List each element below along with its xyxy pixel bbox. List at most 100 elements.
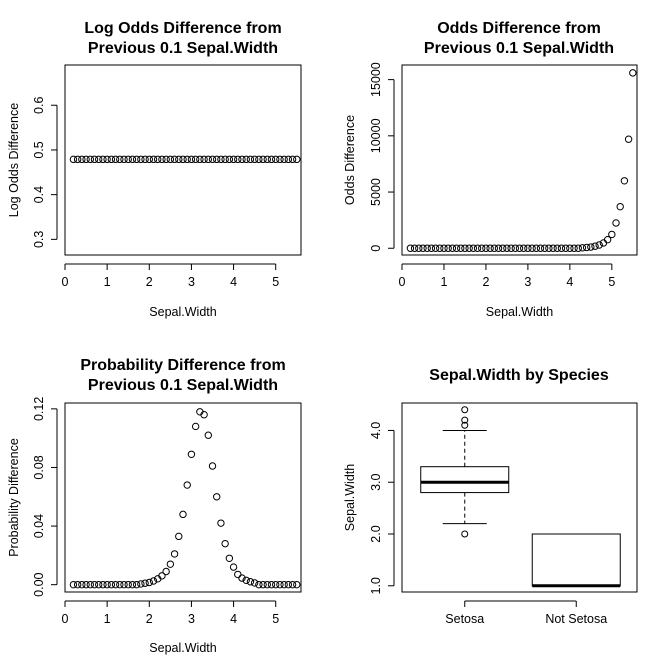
- x-tick-label: 5: [608, 275, 615, 289]
- data-point: [490, 244, 499, 252]
- data-point: [234, 155, 242, 164]
- data-point: [158, 155, 166, 164]
- x-tick-label: 3: [188, 275, 195, 289]
- data-point: [90, 155, 99, 164]
- data-point: [149, 155, 158, 164]
- data-point: [145, 578, 153, 587]
- data-point: [82, 580, 90, 589]
- x-tick-label: 5: [272, 275, 279, 289]
- chart-title: Probability Difference from: [80, 357, 285, 374]
- y-tick-label: 0.04: [32, 514, 46, 538]
- box-0: [420, 406, 510, 538]
- data-point: [250, 579, 259, 587]
- data-point: [511, 244, 520, 252]
- data-point: [263, 155, 271, 164]
- data-point: [242, 155, 250, 164]
- data-point: [162, 155, 170, 164]
- x-tick-label: 1: [440, 275, 447, 289]
- y-tick-label: 0.3: [32, 231, 46, 248]
- data-point: [200, 411, 208, 419]
- x-tick-label: 4: [230, 612, 237, 626]
- data-point: [473, 244, 482, 252]
- data-point: [191, 155, 200, 164]
- data-point: [149, 577, 158, 585]
- data-point: [419, 244, 427, 252]
- data-point: [141, 155, 149, 164]
- data-point: [234, 570, 242, 579]
- data-point: [616, 202, 624, 211]
- data-point: [465, 244, 473, 252]
- data-point: [549, 244, 557, 252]
- data-point: [191, 422, 200, 431]
- data-point: [69, 155, 78, 164]
- data-point: [166, 560, 175, 568]
- chart-title: Sepal.Width by Species: [429, 367, 609, 384]
- data-point: [515, 244, 524, 252]
- data-point: [78, 155, 86, 164]
- y-axis-label: Probability Difference: [7, 438, 21, 557]
- x-tick-label: 3: [188, 612, 195, 626]
- data-point: [410, 244, 419, 252]
- data-point: [553, 244, 561, 252]
- x-axis-label: Sepal.Width: [486, 305, 553, 319]
- data-point: [267, 580, 276, 589]
- box-1: [531, 533, 621, 588]
- data-point: [255, 155, 263, 164]
- data-point: [440, 244, 448, 252]
- data-point: [90, 580, 99, 589]
- x-tick-label: 0: [62, 275, 69, 289]
- data-point: [293, 580, 301, 589]
- y-tick-label: 3.0: [369, 473, 383, 490]
- data-point: [217, 155, 225, 164]
- data-point: [246, 155, 255, 164]
- y-axis-label: Odds Difference: [343, 115, 357, 205]
- plot-frame: [401, 64, 638, 256]
- data-point: [141, 579, 149, 587]
- data-point: [507, 244, 515, 252]
- data-point: [124, 580, 132, 589]
- chart-title: Previous 0.1 Sepal.Width: [88, 40, 278, 57]
- data-point: [238, 574, 246, 582]
- data-point: [175, 532, 183, 541]
- data-point: [461, 244, 469, 252]
- data-point: [582, 243, 591, 252]
- x-tick-label: 3: [524, 275, 531, 289]
- data-point: [519, 244, 528, 252]
- data-point: [448, 244, 457, 252]
- data-point: [82, 155, 90, 164]
- data-point: [499, 244, 507, 252]
- data-point: [250, 155, 259, 164]
- x-axis-label: Sepal.Width: [149, 641, 216, 655]
- data-point: [280, 580, 288, 589]
- data-point: [103, 155, 111, 164]
- data-point: [86, 155, 94, 164]
- box-body: [531, 533, 621, 587]
- data-point: [183, 481, 191, 489]
- x-tick-label: 4: [566, 275, 573, 289]
- data-point: [486, 244, 494, 252]
- data-point: [78, 580, 86, 589]
- y-tick-label: 0.5: [32, 141, 46, 158]
- data-point: [221, 155, 229, 164]
- data-point: [272, 580, 280, 589]
- data-point: [107, 155, 116, 164]
- outlier-point: [461, 416, 469, 424]
- data-point: [204, 155, 212, 164]
- chart-title: Previous 0.1 Sepal.Width: [88, 377, 278, 394]
- data-point: [73, 155, 82, 164]
- data-point: [284, 155, 293, 164]
- y-tick-label: 2.0: [369, 525, 383, 542]
- data-point: [452, 244, 461, 252]
- data-point: [603, 236, 612, 244]
- data-point: [259, 155, 267, 164]
- data-point: [276, 155, 284, 164]
- y-tick-label: 0.12: [32, 397, 46, 421]
- data-point: [561, 244, 570, 252]
- data-point: [196, 155, 204, 164]
- x-tick-label: 1: [104, 275, 111, 289]
- chart-title: Odds Difference from: [437, 20, 601, 37]
- data-point: [570, 244, 578, 252]
- x-tick-label: 2: [146, 612, 153, 626]
- x-category-label: Setosa: [445, 612, 484, 626]
- data-point: [132, 580, 141, 589]
